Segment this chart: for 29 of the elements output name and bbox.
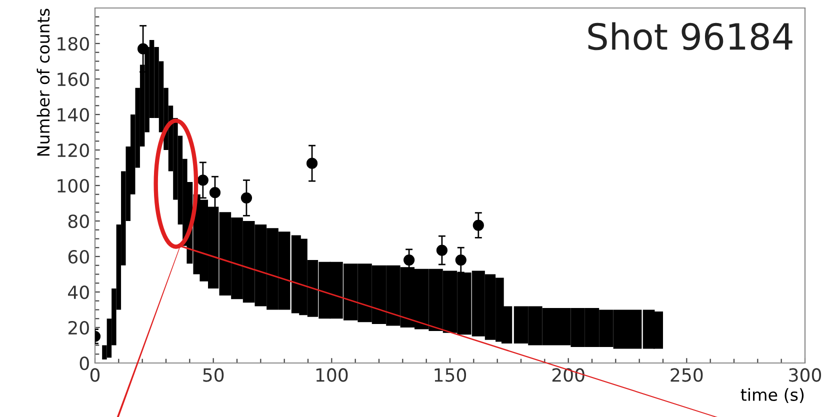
point — [455, 254, 466, 266]
y-tick-label: 140 — [58, 108, 89, 122]
point — [404, 254, 415, 266]
y-axis-title: Number of counts — [36, 8, 50, 156]
point — [472, 220, 484, 231]
x-tick-label: 0 — [90, 368, 100, 382]
point — [306, 158, 318, 169]
chart-title: Shot 96184 — [588, 22, 792, 50]
y-tick-label: 0 — [80, 356, 89, 370]
point — [197, 174, 208, 186]
x-tick-label: 300 — [789, 368, 822, 382]
y-tick-label: 40 — [68, 285, 89, 300]
y-tick-label: 60 — [68, 250, 89, 264]
y-tick-label: 100 — [58, 178, 89, 193]
x-tick-label: 150 — [434, 368, 466, 382]
x-tick-label: 50 — [203, 368, 224, 382]
y-tick-label: 180 — [58, 36, 89, 51]
y-tick-label: 120 — [58, 143, 89, 158]
y-tick-label: 80 — [68, 214, 89, 228]
point — [436, 244, 448, 256]
point — [209, 187, 221, 198]
x-axis-title: time (s) — [740, 388, 804, 403]
x-tick-label: 100 — [316, 368, 348, 382]
x-tick-label: 250 — [670, 368, 703, 382]
point — [240, 192, 252, 204]
x-tick-label: 200 — [552, 368, 584, 382]
point — [137, 43, 149, 54]
y-tick-label: 160 — [58, 72, 89, 86]
y-tick-label: 20 — [68, 320, 89, 335]
